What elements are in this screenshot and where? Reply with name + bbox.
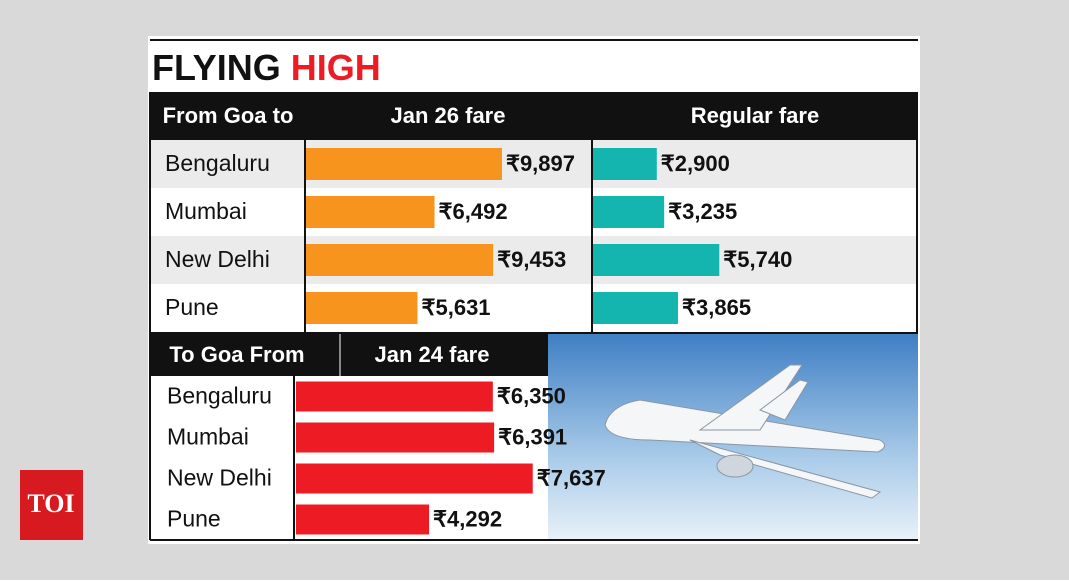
value-label: ₹4,292	[433, 506, 502, 531]
column-header: Jan 24 fare	[375, 342, 490, 367]
row-band	[150, 140, 918, 188]
chart-title: FLYING HIGH	[152, 47, 381, 88]
category-label: New Delhi	[165, 246, 270, 272]
airplane	[604, 364, 885, 499]
value-label: ₹5,740	[723, 247, 792, 272]
value-label: ₹6,391	[498, 424, 567, 449]
column-header: Jan 26 fare	[391, 103, 506, 128]
value-label: ₹2,900	[661, 151, 730, 176]
value-label: ₹5,631	[421, 295, 490, 320]
bar	[593, 196, 665, 228]
header-bar	[150, 334, 548, 376]
bar	[593, 148, 657, 180]
bar	[296, 463, 533, 494]
logo-box	[20, 470, 83, 540]
value-label: ₹3,865	[682, 295, 751, 320]
category-label: New Delhi	[167, 465, 272, 491]
title-part: HIGH	[291, 47, 381, 88]
title-part: FLYING	[152, 47, 281, 88]
bar	[296, 422, 495, 453]
value-label: ₹9,897	[506, 151, 575, 176]
value-label: ₹6,350	[497, 383, 566, 408]
bar	[306, 148, 502, 180]
value-label: ₹6,492	[439, 199, 508, 224]
bar	[593, 244, 720, 276]
value-label: ₹9,453	[497, 247, 566, 272]
logo: TOI	[27, 489, 74, 518]
category-label: Mumbai	[165, 198, 247, 224]
value-label: ₹3,235	[668, 199, 737, 224]
bar	[306, 196, 435, 228]
category-label: Pune	[165, 294, 219, 320]
category-label: Bengaluru	[167, 383, 272, 409]
value-label: ₹7,637	[537, 465, 606, 490]
header-bar	[150, 92, 918, 140]
column-header: Regular fare	[691, 103, 819, 128]
bar	[296, 381, 493, 412]
bar	[306, 292, 418, 324]
category-label: Pune	[167, 506, 221, 532]
category-label: Bengaluru	[165, 150, 270, 176]
column-header: From Goa to	[163, 103, 294, 128]
bar	[593, 292, 679, 324]
column-header: To Goa From	[169, 342, 304, 367]
bar	[296, 504, 430, 535]
row-band	[150, 236, 918, 284]
bar	[306, 244, 494, 276]
category-label: Mumbai	[167, 424, 249, 450]
